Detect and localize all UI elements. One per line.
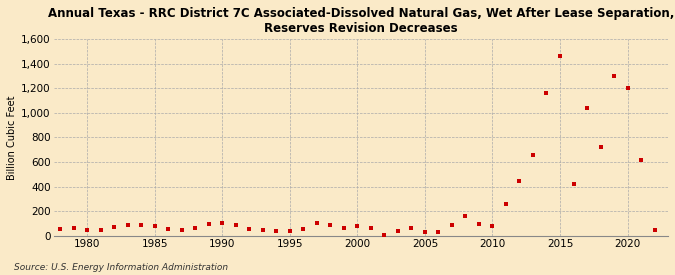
Point — [149, 224, 160, 228]
Point — [136, 223, 146, 227]
Point — [203, 222, 214, 227]
Point — [487, 223, 498, 228]
Point — [528, 153, 539, 157]
Point — [447, 223, 458, 227]
Point — [501, 202, 512, 206]
Point — [420, 230, 431, 234]
Point — [541, 91, 552, 95]
Title: Annual Texas - RRC District 7C Associated-Dissolved Natural Gas, Wet After Lease: Annual Texas - RRC District 7C Associate… — [48, 7, 674, 35]
Point — [366, 226, 377, 230]
Point — [257, 228, 268, 233]
Point — [163, 227, 173, 232]
Point — [95, 228, 106, 233]
Point — [284, 229, 295, 233]
Point — [379, 233, 390, 237]
Point — [460, 214, 471, 219]
Point — [55, 227, 65, 232]
Text: Source: U.S. Energy Information Administration: Source: U.S. Energy Information Administ… — [14, 263, 227, 272]
Point — [433, 230, 444, 235]
Point — [190, 226, 200, 230]
Point — [311, 221, 322, 225]
Point — [352, 223, 362, 228]
Point — [298, 227, 308, 232]
Point — [217, 221, 227, 225]
Point — [393, 229, 404, 233]
Point — [649, 228, 660, 232]
Point — [122, 223, 133, 227]
Point — [568, 182, 579, 186]
Y-axis label: Billion Cubic Feet: Billion Cubic Feet — [7, 95, 17, 180]
Point — [271, 229, 281, 233]
Point — [474, 221, 485, 226]
Point — [338, 226, 349, 230]
Point — [582, 106, 593, 110]
Point — [230, 223, 241, 227]
Point — [406, 226, 417, 230]
Point — [514, 178, 525, 183]
Point — [325, 223, 335, 227]
Point — [68, 226, 79, 230]
Point — [176, 228, 187, 232]
Point — [622, 86, 633, 90]
Point — [636, 157, 647, 162]
Point — [595, 145, 606, 150]
Point — [244, 227, 254, 232]
Point — [555, 54, 566, 58]
Point — [109, 225, 119, 230]
Point — [609, 74, 620, 78]
Point — [82, 228, 92, 232]
